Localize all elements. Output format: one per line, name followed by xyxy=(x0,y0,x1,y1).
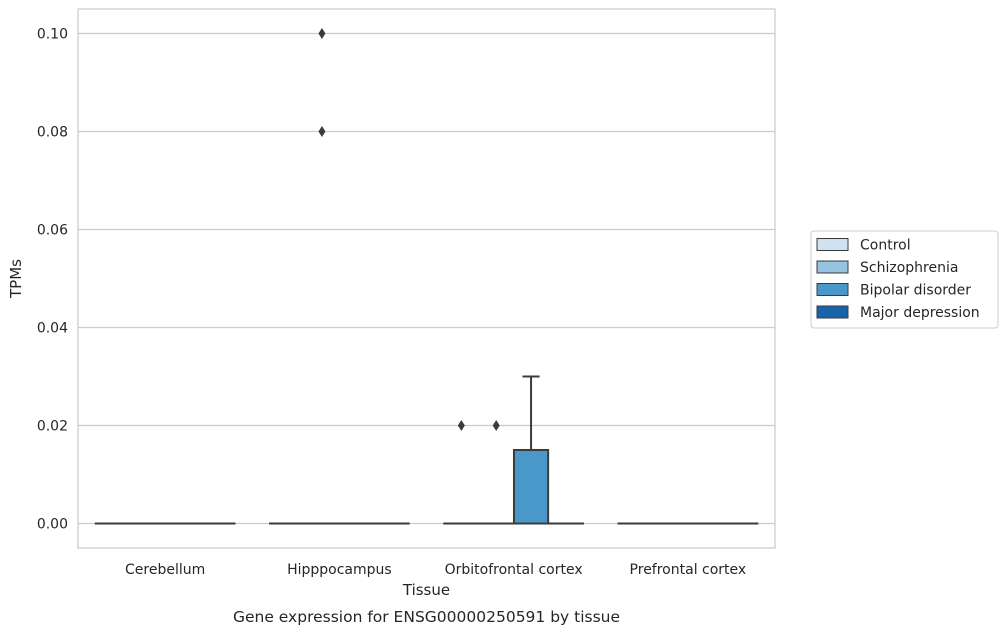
legend-item: Bipolar disorder xyxy=(816,283,971,299)
y-tick-label: 0.04 xyxy=(37,321,68,337)
x-tick-label: Hipppocampus xyxy=(287,562,392,578)
y-tick-label: 0.02 xyxy=(37,419,68,435)
x-tick-label: Prefrontal cortex xyxy=(630,562,747,578)
legend-frame xyxy=(810,230,999,329)
outlier-point xyxy=(318,126,326,137)
y-tick-label: 0.08 xyxy=(37,125,68,141)
y-tick-label: 0.06 xyxy=(37,223,68,239)
outlier-point xyxy=(457,420,465,431)
legend-label: Major depression xyxy=(860,305,980,321)
y-tick-label: 0.00 xyxy=(37,517,68,533)
legend-item: Major depression xyxy=(816,305,980,321)
legend-label: Schizophrenia xyxy=(860,260,958,276)
legend-item: Schizophrenia xyxy=(816,260,958,276)
legend-swatch xyxy=(816,238,849,251)
box-iqr xyxy=(512,449,550,525)
legend-item: Control xyxy=(816,238,911,254)
legend: Control Schizophrenia Bipolar disorder Majo… xyxy=(810,230,999,329)
x-axis-title: Tissue xyxy=(402,581,450,599)
y-tick-label: 0.10 xyxy=(37,27,68,43)
y-axis-title: TPMs xyxy=(7,259,25,299)
box-bipolar-disorder-orbitofrontal-cortex xyxy=(512,375,550,525)
x-tick-label: Orbitofrontal cortex xyxy=(445,562,583,578)
x-axis-ticks: Cerebellum Hipppocampus Orbitofrontal cort… xyxy=(125,562,746,578)
legend-label: Bipolar disorder xyxy=(860,283,971,299)
box-marks xyxy=(94,28,759,525)
legend-label: Control xyxy=(860,238,911,254)
x-tick-label: Cerebellum xyxy=(125,562,205,578)
chart-caption: Gene expression for ENSG00000250591 by t… xyxy=(233,608,620,626)
legend-swatch xyxy=(816,260,849,274)
legend-swatch xyxy=(816,283,849,296)
legend-swatch xyxy=(816,305,849,319)
outlier-point xyxy=(318,28,326,39)
plot-area-frame xyxy=(77,8,776,549)
outlier-point xyxy=(492,420,500,431)
y-axis-ticks: 0.00 0.02 0.04 0.06 0.08 0.10 xyxy=(37,27,68,533)
